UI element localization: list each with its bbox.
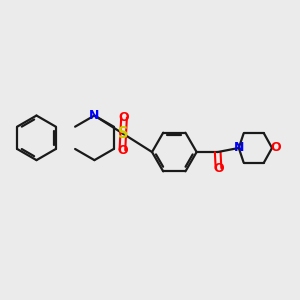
Text: O: O xyxy=(117,143,128,157)
Text: O: O xyxy=(270,142,280,154)
Text: N: N xyxy=(89,109,100,122)
Text: S: S xyxy=(118,126,128,141)
Text: N: N xyxy=(234,142,244,154)
Text: O: O xyxy=(119,111,129,124)
Text: O: O xyxy=(213,162,224,175)
